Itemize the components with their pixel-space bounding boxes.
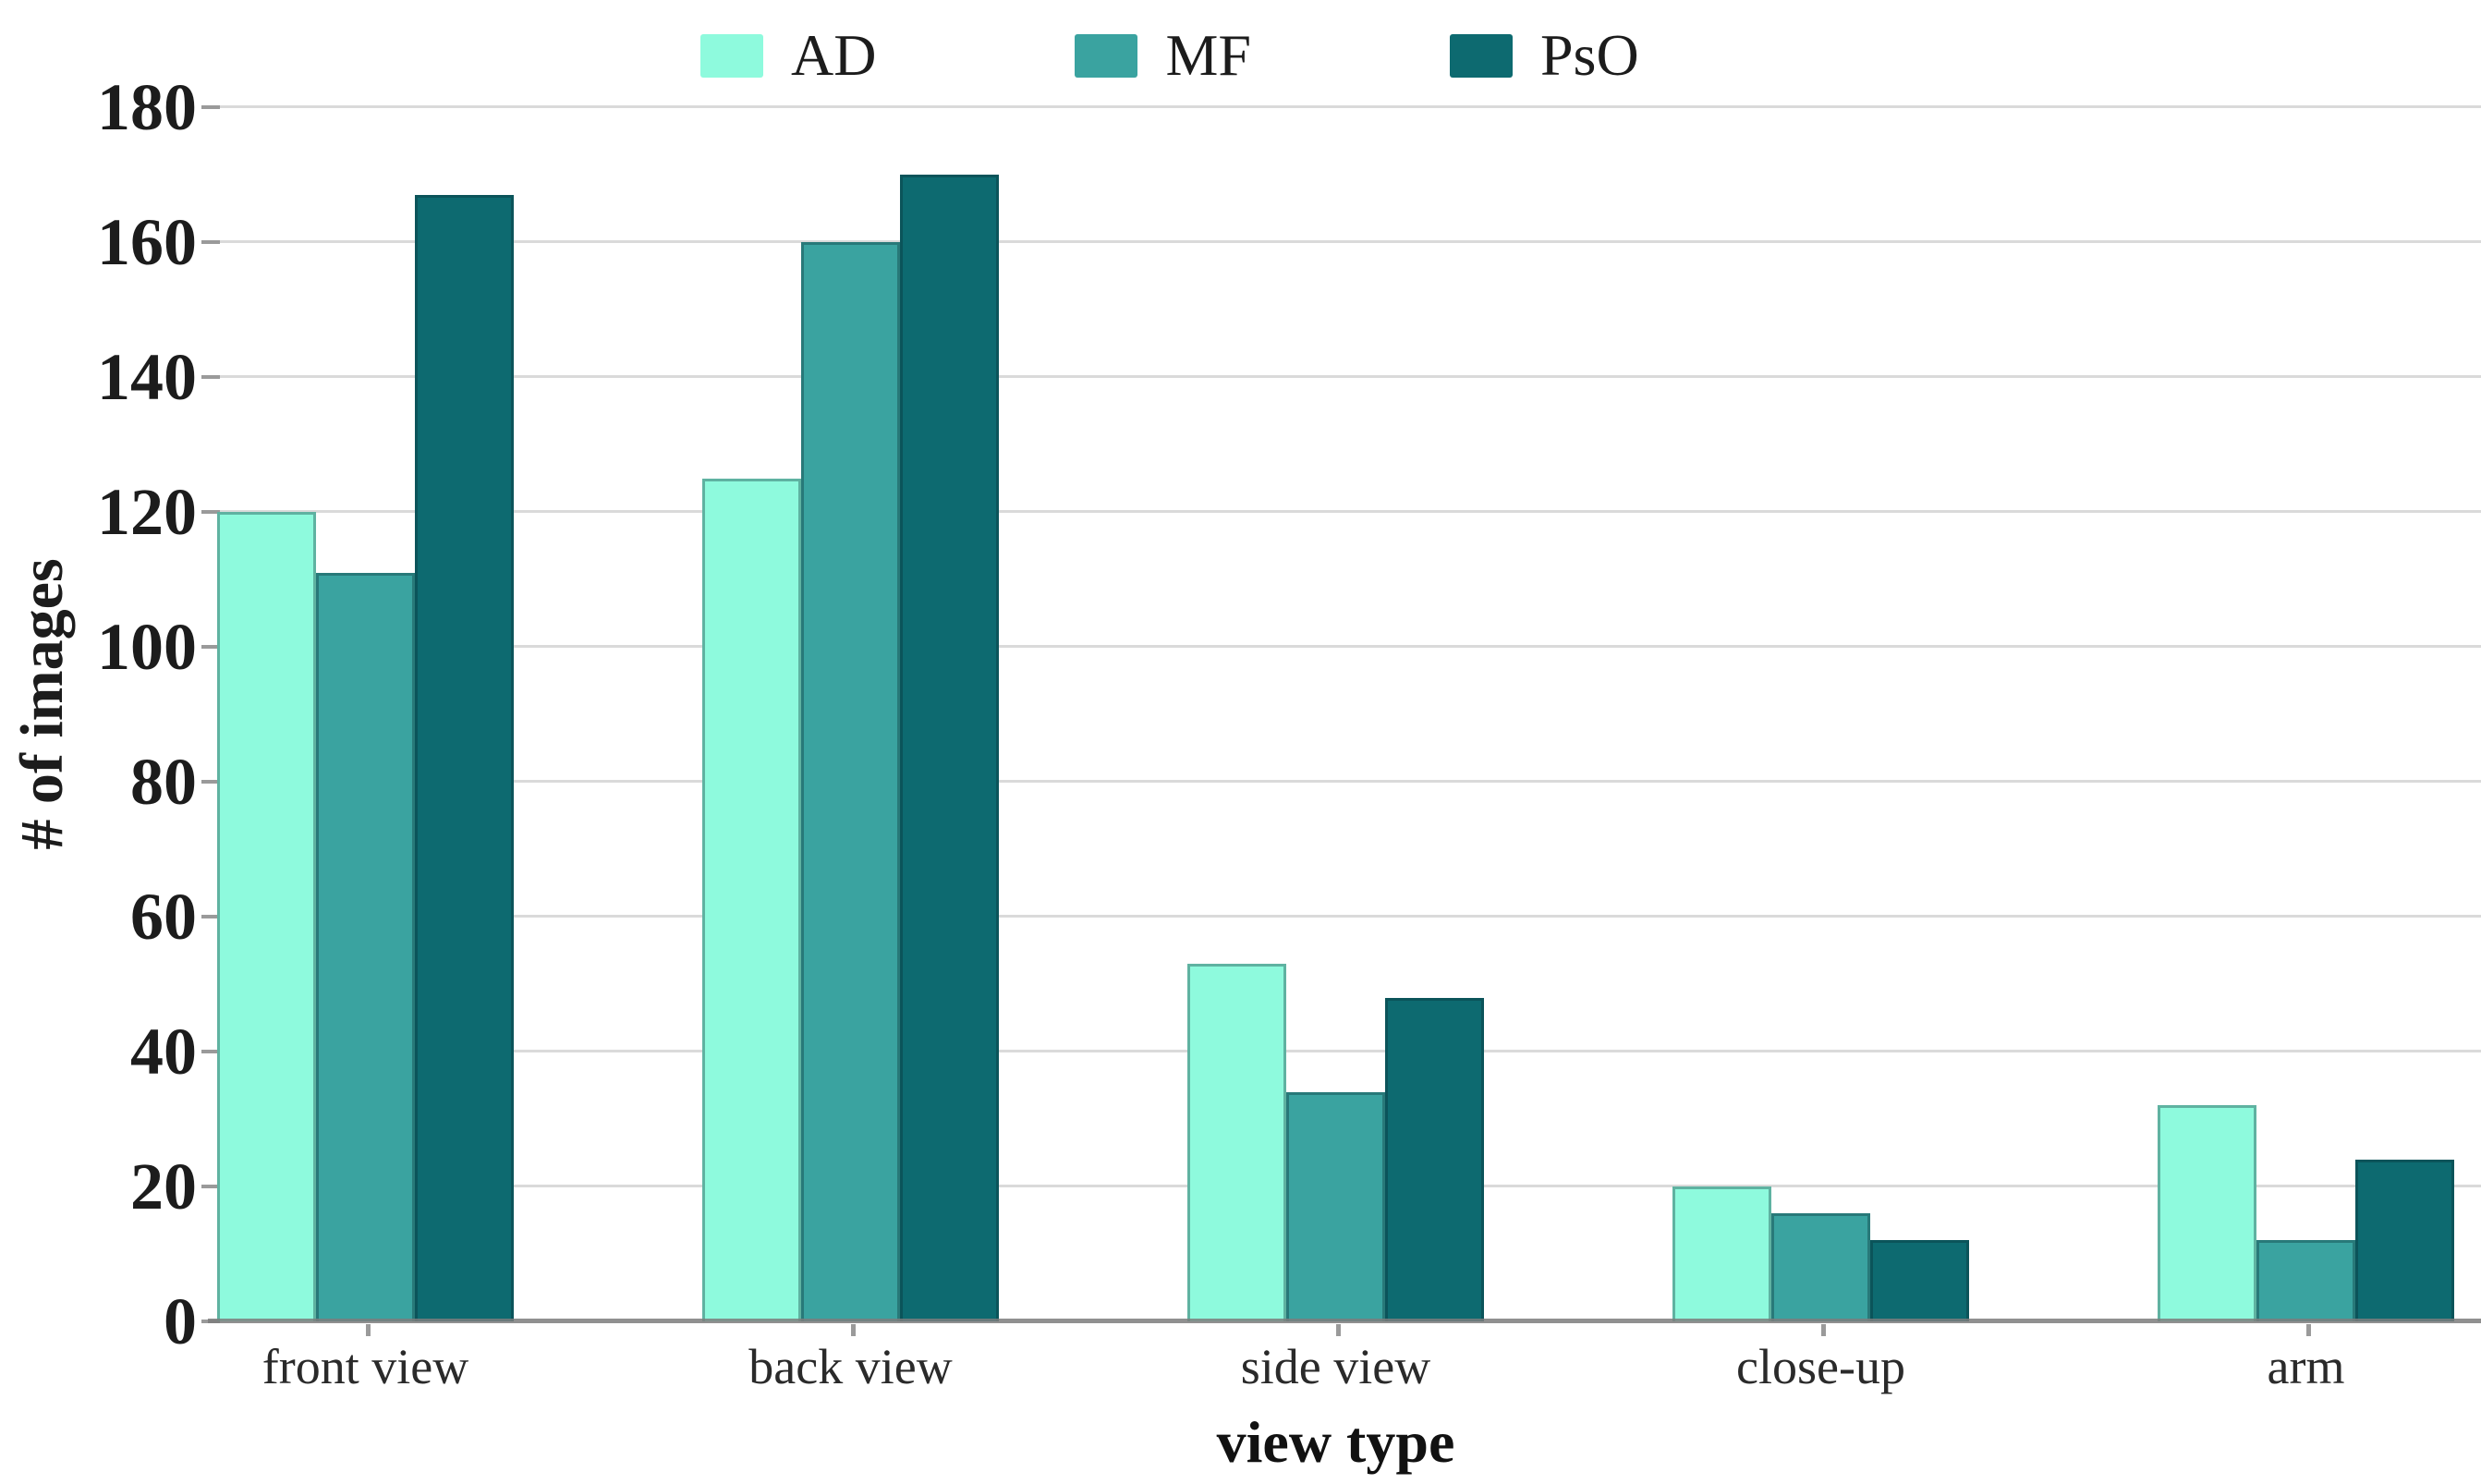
x-tick-mark-close-up xyxy=(1820,1324,1826,1336)
legend-item-mf: MF xyxy=(1075,26,1251,85)
gridline-y-100 xyxy=(208,645,2481,648)
gridline-y-120 xyxy=(208,510,2481,513)
x-tick-mark-arm xyxy=(2305,1324,2311,1336)
y-tick-mark-180 xyxy=(201,105,220,109)
y-tick-mark-20 xyxy=(201,1185,220,1188)
bar-ad-front-view xyxy=(217,512,316,1321)
bar-pso-front-view xyxy=(415,194,514,1321)
bar-ad-arm xyxy=(2158,1105,2256,1321)
gridline-y-60 xyxy=(208,915,2481,918)
x-tick-label-arm: arm xyxy=(2267,1339,2345,1394)
legend-label-ad: AD xyxy=(791,22,877,88)
legend-label-mf: MF xyxy=(1165,22,1251,88)
y-tick-label-80: 80 xyxy=(130,745,197,819)
y-tick-label-0: 0 xyxy=(164,1284,197,1358)
gridline-y-140 xyxy=(208,375,2481,378)
bar-group-close-up xyxy=(1578,88,2063,1336)
x-axis-line xyxy=(208,1319,2481,1323)
y-tick-mark-140 xyxy=(201,375,220,379)
legend-swatch-ad xyxy=(700,33,763,78)
legend-swatch-pso xyxy=(1449,33,1513,78)
x-axis-title: view type xyxy=(1216,1409,1455,1475)
legend-item-pso: PsO xyxy=(1449,22,1639,88)
chart-legend: AD MF PsO xyxy=(700,26,1639,85)
x-tick-label-back-view: back view xyxy=(748,1339,953,1394)
gridline-y-180 xyxy=(208,105,2481,108)
y-tick-mark-60 xyxy=(201,915,220,918)
bar-pso-side-view xyxy=(1385,997,1484,1321)
legend-label-pso: PsO xyxy=(1539,22,1639,88)
y-tick-mark-100 xyxy=(201,645,220,649)
bar-pso-arm xyxy=(2355,1159,2454,1321)
y-tick-mark-160 xyxy=(201,240,220,244)
gridline-y-40 xyxy=(208,1050,2481,1052)
y-tick-label-160: 160 xyxy=(97,205,197,279)
y-tick-label-120: 120 xyxy=(97,475,197,549)
gridline-y-80 xyxy=(208,780,2481,783)
y-tick-mark-120 xyxy=(201,510,220,514)
bar-ad-back-view xyxy=(702,478,801,1321)
y-tick-label-20: 20 xyxy=(130,1149,197,1223)
x-tick-mark-front-view xyxy=(365,1324,371,1336)
y-tick-mark-80 xyxy=(201,780,220,784)
bar-ad-side-view xyxy=(1187,964,1286,1321)
bar-mf-arm xyxy=(2256,1240,2355,1321)
y-tick-mark-40 xyxy=(201,1050,220,1053)
y-tick-label-60: 60 xyxy=(130,880,197,954)
legend-swatch-mf xyxy=(1075,33,1138,78)
y-axis-title: # of images xyxy=(8,558,76,850)
x-tick-mark-side-view xyxy=(1335,1324,1341,1336)
bar-groups xyxy=(123,88,2481,1336)
gridline-y-160 xyxy=(208,240,2481,243)
bar-group-front-view xyxy=(123,88,608,1336)
y-tick-label-40: 40 xyxy=(130,1015,197,1089)
x-tick-label-side-view: side view xyxy=(1240,1339,1431,1394)
bar-group-back-view xyxy=(608,88,1093,1336)
bar-mf-front-view xyxy=(316,572,415,1321)
y-axis: 0 20 40 60 80 100 120 140 160 180 xyxy=(0,74,220,1355)
bar-pso-back-view xyxy=(900,175,999,1321)
bar-pso-close-up xyxy=(1870,1240,1969,1321)
legend-item-ad: AD xyxy=(700,26,876,85)
bar-ad-close-up xyxy=(1672,1186,1771,1321)
x-tick-label-close-up: close-up xyxy=(1736,1339,1905,1394)
bar-mf-side-view xyxy=(1286,1091,1385,1321)
bar-group-arm xyxy=(2063,88,2481,1336)
bar-mf-back-view xyxy=(801,242,900,1321)
y-tick-label-140: 140 xyxy=(97,340,197,414)
plot-area xyxy=(208,88,2481,1336)
bar-group-side-view xyxy=(1093,88,1578,1336)
x-tick-label-front-view: front view xyxy=(261,1339,469,1394)
y-tick-label-100: 100 xyxy=(97,610,197,684)
x-tick-mark-back-view xyxy=(850,1324,856,1336)
y-tick-label-180: 180 xyxy=(97,70,197,144)
x-tick-labels: front view back view side view close-up arm xyxy=(123,1342,2481,1392)
bar-mf-close-up xyxy=(1771,1213,1870,1321)
